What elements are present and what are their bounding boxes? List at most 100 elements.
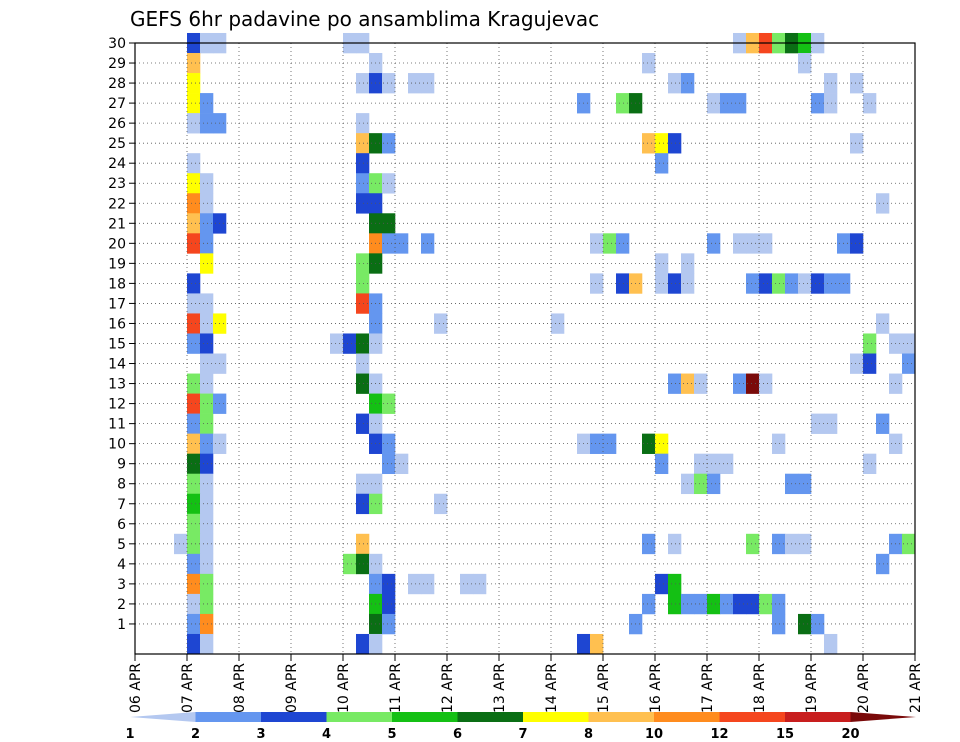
heatmap-cell [187, 393, 201, 414]
heatmap-cell [356, 113, 370, 134]
heatmap-cell [824, 93, 838, 114]
heatmap-cell [668, 73, 682, 94]
heatmap-cell [850, 233, 864, 254]
x-tick-label: 09 APR [284, 663, 300, 713]
y-tick-label: 21 [108, 216, 126, 232]
x-tick-label: 21 APR [908, 663, 924, 713]
heatmap-cell [642, 53, 656, 74]
heatmap-cell [356, 153, 370, 174]
heatmap-cell [187, 333, 201, 354]
heatmap-cell [811, 93, 825, 114]
x-tick-label: 14 APR [544, 663, 560, 713]
colorbar-swatch [326, 712, 392, 722]
heatmap-cell [668, 373, 682, 394]
heatmap-cell [824, 633, 838, 655]
colorbar-swatch [850, 712, 916, 722]
heatmap-cell [434, 313, 448, 334]
heatmap-cell [850, 353, 864, 374]
heatmap-cell [200, 373, 214, 394]
heatmap-cell [668, 273, 682, 294]
heatmap-cell [876, 413, 890, 434]
heatmap-cell [642, 593, 656, 615]
y-tick-label: 6 [117, 517, 126, 533]
heatmap-cell [746, 233, 760, 254]
heatmap-cell [694, 473, 708, 495]
x-tick-label: 11 APR [388, 663, 404, 713]
y-tick-label: 7 [117, 497, 126, 513]
heatmap-cell [668, 533, 682, 555]
heatmap-cell [343, 333, 357, 354]
heatmap-cell [356, 633, 370, 655]
heatmap-cell [460, 573, 474, 595]
x-tick-label: 16 APR [648, 663, 664, 713]
heatmap-cell [200, 353, 214, 374]
heatmap-cell [356, 253, 370, 274]
y-tick-label: 27 [108, 96, 126, 112]
y-tick-label: 26 [108, 116, 126, 132]
heatmap-cell [811, 273, 825, 294]
heatmap-cell [200, 93, 214, 114]
heatmap-cell [356, 273, 370, 294]
heatmap-cell [746, 373, 760, 394]
x-tick-label: 06 APR [128, 663, 144, 713]
x-tick-label: 10 APR [336, 663, 352, 713]
x-tick-label: 19 APR [804, 663, 820, 713]
y-tick-label: 8 [117, 477, 126, 493]
heatmap-cell [200, 333, 214, 354]
heatmap-cell [187, 593, 201, 615]
heatmap-cell [200, 113, 214, 134]
heatmap-cell [356, 373, 370, 394]
heatmap-cell [902, 353, 916, 374]
heatmap-cell [356, 353, 370, 374]
y-tick-label: 10 [108, 437, 126, 453]
colorbar-label: 1 [125, 727, 134, 742]
heatmap-cell [200, 433, 214, 454]
heatmap-cell [707, 453, 721, 475]
y-tick-label: 15 [108, 336, 126, 352]
x-tick-label: 12 APR [440, 663, 456, 713]
heatmap-cell [655, 433, 669, 454]
heatmap-cell [187, 293, 201, 314]
heatmap-cell [187, 613, 201, 635]
chart-title: GEFS 6hr padavine po ansamblima Kragujev… [130, 7, 599, 31]
heatmap-cell [356, 193, 370, 214]
heatmap-cell [811, 413, 825, 434]
heatmap-cell [356, 493, 370, 515]
y-tick-label: 12 [108, 397, 126, 413]
colorbar-swatch [654, 712, 720, 722]
colorbar-swatch [130, 712, 196, 722]
y-tick-label: 22 [108, 196, 126, 212]
heatmap-cell [720, 593, 734, 615]
heatmap-cell [330, 333, 344, 354]
colorbar-label: 12 [710, 727, 728, 742]
colorbar-swatch [195, 712, 261, 722]
heatmap-cell [200, 393, 214, 414]
y-tick-label: 28 [108, 76, 126, 92]
x-tick-label: 08 APR [232, 663, 248, 713]
heatmap-cell [434, 493, 448, 515]
heatmap-cell [187, 273, 201, 294]
heatmap-cell [642, 533, 656, 555]
y-tick-label: 19 [108, 256, 126, 272]
heatmap-cell [200, 233, 214, 254]
heatmap-cell [200, 513, 214, 535]
heatmap-cell [850, 133, 864, 154]
y-tick-label: 29 [108, 56, 126, 72]
heatmap-cell [590, 633, 604, 655]
heatmap-cell [200, 473, 214, 495]
heatmap-cell [759, 233, 773, 254]
heatmap-cell [187, 193, 201, 214]
plot-frame [134, 42, 916, 655]
heatmap-cell [382, 433, 396, 454]
heatmap-cell [824, 413, 838, 434]
heatmap-cell [863, 453, 877, 475]
heatmap-cell [746, 273, 760, 294]
heatmap-cell [694, 453, 708, 475]
heatmap-cell [187, 553, 201, 575]
y-tick-label: 3 [117, 577, 126, 593]
heatmap-cell [356, 333, 370, 354]
heatmap-cell [863, 333, 877, 354]
heatmap-cell [187, 313, 201, 334]
heatmap-cell [577, 633, 591, 655]
